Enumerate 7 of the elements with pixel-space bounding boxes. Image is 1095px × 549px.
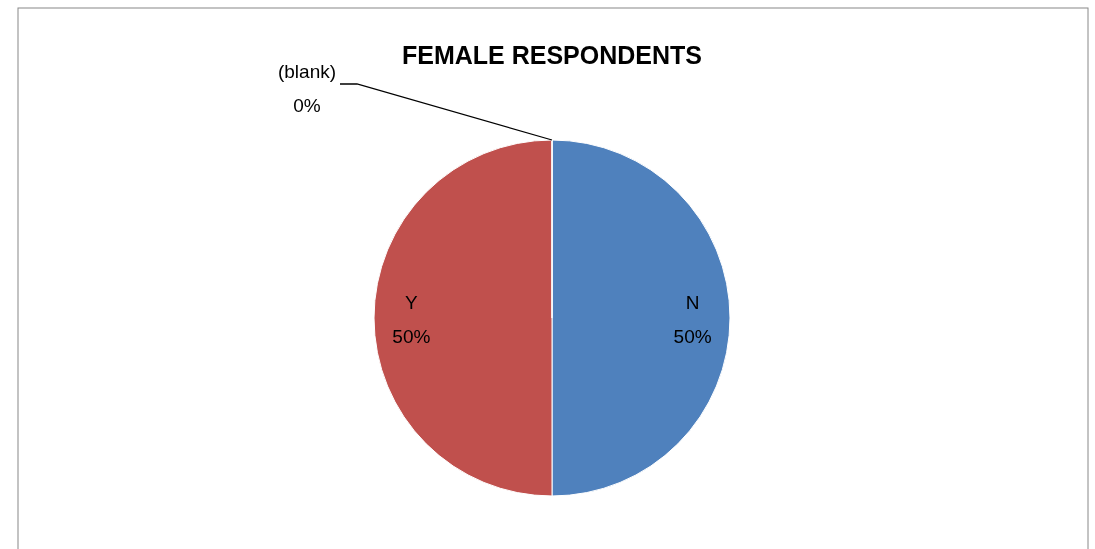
slice-label: Y — [405, 292, 419, 314]
data-label: 50% — [392, 326, 431, 348]
data-label: 50% — [673, 326, 712, 348]
slice-label: N — [685, 292, 700, 314]
category-label: (blank) — [277, 61, 337, 83]
text: 0% — [293, 95, 321, 117]
chart-title: FEMALE RESPONDENTS — [401, 40, 703, 69]
